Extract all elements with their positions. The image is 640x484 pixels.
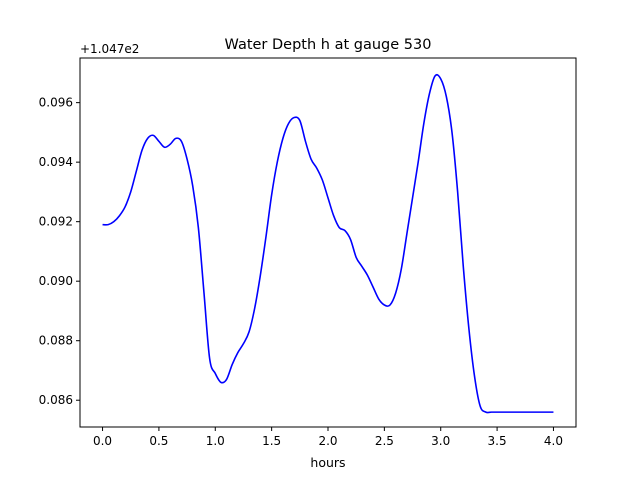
y-tick-label: 0.094 — [39, 155, 73, 169]
x-tick-label: 1.5 — [262, 434, 281, 448]
y-tick-label: 0.096 — [39, 96, 73, 110]
x-tick-label: 3.5 — [488, 434, 507, 448]
y-axis-offset-label: +1.047e2 — [80, 42, 139, 56]
x-tick-label: 0.5 — [149, 434, 168, 448]
y-tick-label: 0.092 — [39, 215, 73, 229]
x-axis-label: hours — [310, 455, 345, 470]
series-line-0 — [102, 73, 554, 414]
y-tick-label: 0.088 — [39, 334, 73, 348]
x-tick-label: 2.0 — [318, 434, 337, 448]
y-tick-label: 0.090 — [39, 274, 73, 288]
x-tick-label: 0.0 — [93, 434, 112, 448]
x-tick-label: 4.0 — [544, 434, 563, 448]
y-tick-label: 0.086 — [39, 393, 73, 407]
x-axis-ticks: 0.0 0.5 1.0 1.5 2.0 2.5 3.0 3.5 4.0 — [93, 427, 563, 448]
y-axis-ticks: 0.086 0.088 0.090 0.092 0.094 0.096 — [39, 96, 80, 407]
x-tick-label: 2.5 — [375, 434, 394, 448]
x-tick-label: 3.0 — [431, 434, 450, 448]
chart-title: Water Depth h at gauge 530 — [225, 37, 432, 53]
x-tick-label: 1.0 — [206, 434, 225, 448]
